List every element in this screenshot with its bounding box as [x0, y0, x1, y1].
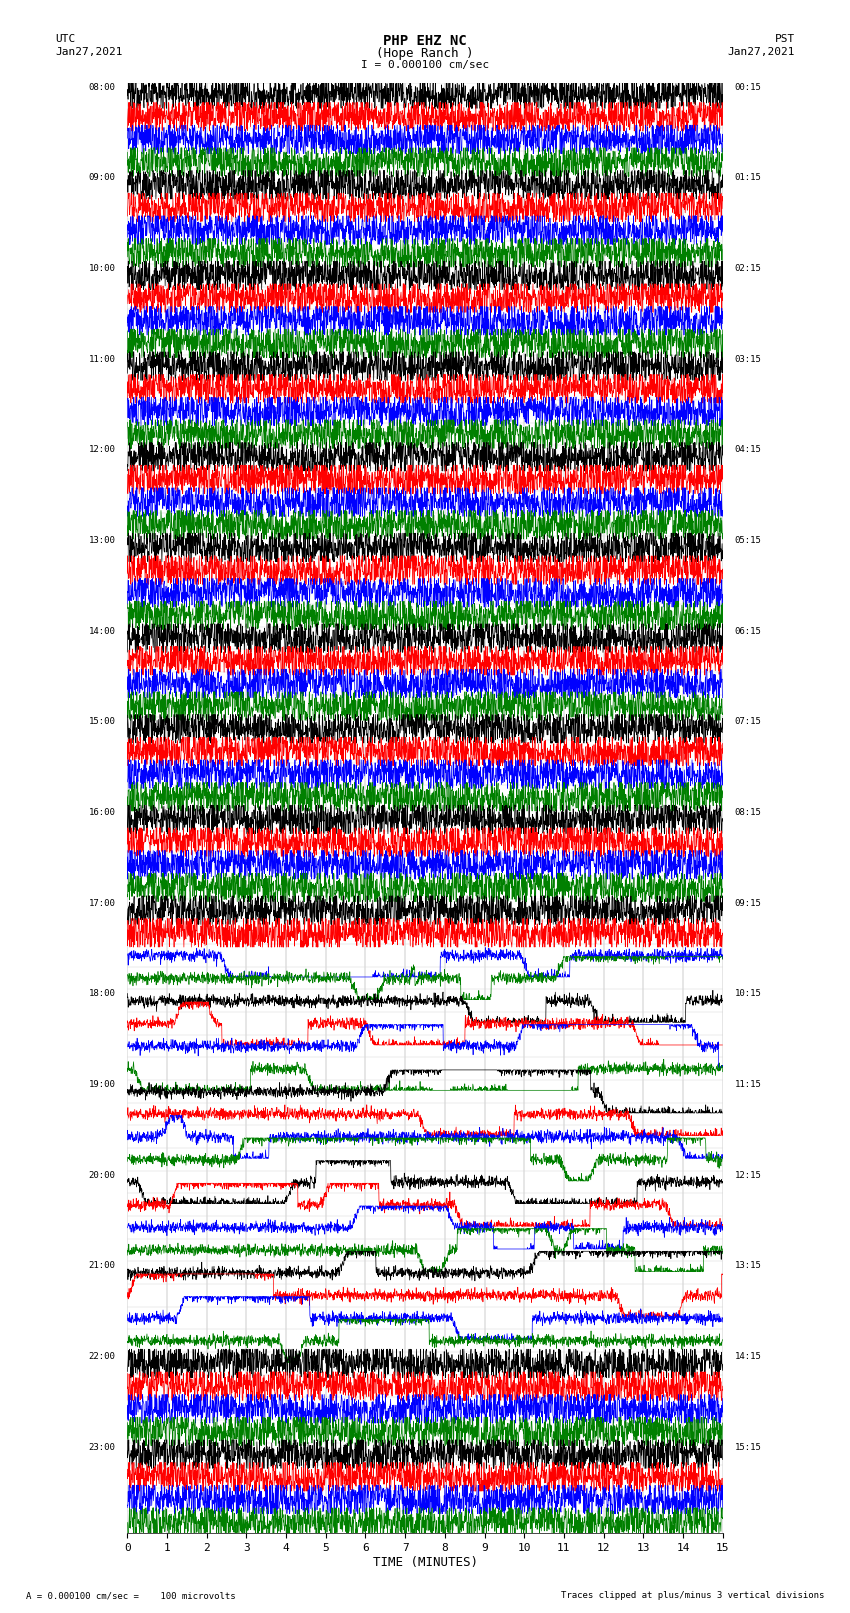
Text: Jan27,2021: Jan27,2021 — [728, 47, 795, 56]
Text: (Hope Ranch ): (Hope Ranch ) — [377, 47, 473, 60]
Text: 11:15: 11:15 — [734, 1081, 762, 1089]
Text: 08:00: 08:00 — [88, 82, 116, 92]
Text: 11:00: 11:00 — [88, 355, 116, 365]
Text: 07:15: 07:15 — [734, 718, 762, 726]
Text: 03:15: 03:15 — [734, 355, 762, 365]
Text: 10:15: 10:15 — [734, 989, 762, 998]
Text: 15:00: 15:00 — [88, 718, 116, 726]
Text: 16:00: 16:00 — [88, 808, 116, 818]
Text: 09:15: 09:15 — [734, 898, 762, 908]
Text: 02:15: 02:15 — [734, 265, 762, 273]
Text: A = 0.000100 cm/sec =    100 microvolts: A = 0.000100 cm/sec = 100 microvolts — [26, 1590, 235, 1600]
Text: I = 0.000100 cm/sec: I = 0.000100 cm/sec — [361, 60, 489, 69]
Text: 13:15: 13:15 — [734, 1261, 762, 1271]
Text: Traces clipped at plus/minus 3 vertical divisions: Traces clipped at plus/minus 3 vertical … — [561, 1590, 824, 1600]
Text: 09:00: 09:00 — [88, 174, 116, 182]
Text: 18:00: 18:00 — [88, 989, 116, 998]
Text: PST: PST — [774, 34, 795, 44]
Text: 04:15: 04:15 — [734, 445, 762, 455]
Text: 12:15: 12:15 — [734, 1171, 762, 1179]
Text: 20:00: 20:00 — [88, 1171, 116, 1179]
Text: 06:15: 06:15 — [734, 627, 762, 636]
Text: 14:15: 14:15 — [734, 1352, 762, 1361]
X-axis label: TIME (MINUTES): TIME (MINUTES) — [372, 1557, 478, 1569]
Text: 12:00: 12:00 — [88, 445, 116, 455]
Text: PHP EHZ NC: PHP EHZ NC — [383, 34, 467, 48]
Text: 14:00: 14:00 — [88, 627, 116, 636]
Text: 13:00: 13:00 — [88, 536, 116, 545]
Text: 23:00: 23:00 — [88, 1442, 116, 1452]
Text: 08:15: 08:15 — [734, 808, 762, 818]
Text: 10:00: 10:00 — [88, 265, 116, 273]
Text: 22:00: 22:00 — [88, 1352, 116, 1361]
Text: 05:15: 05:15 — [734, 536, 762, 545]
Text: 15:15: 15:15 — [734, 1442, 762, 1452]
Text: 01:15: 01:15 — [734, 174, 762, 182]
Text: Jan27,2021: Jan27,2021 — [55, 47, 122, 56]
Text: UTC: UTC — [55, 34, 76, 44]
Text: 00:15: 00:15 — [734, 82, 762, 92]
Text: 19:00: 19:00 — [88, 1081, 116, 1089]
Text: 21:00: 21:00 — [88, 1261, 116, 1271]
Text: 17:00: 17:00 — [88, 898, 116, 908]
